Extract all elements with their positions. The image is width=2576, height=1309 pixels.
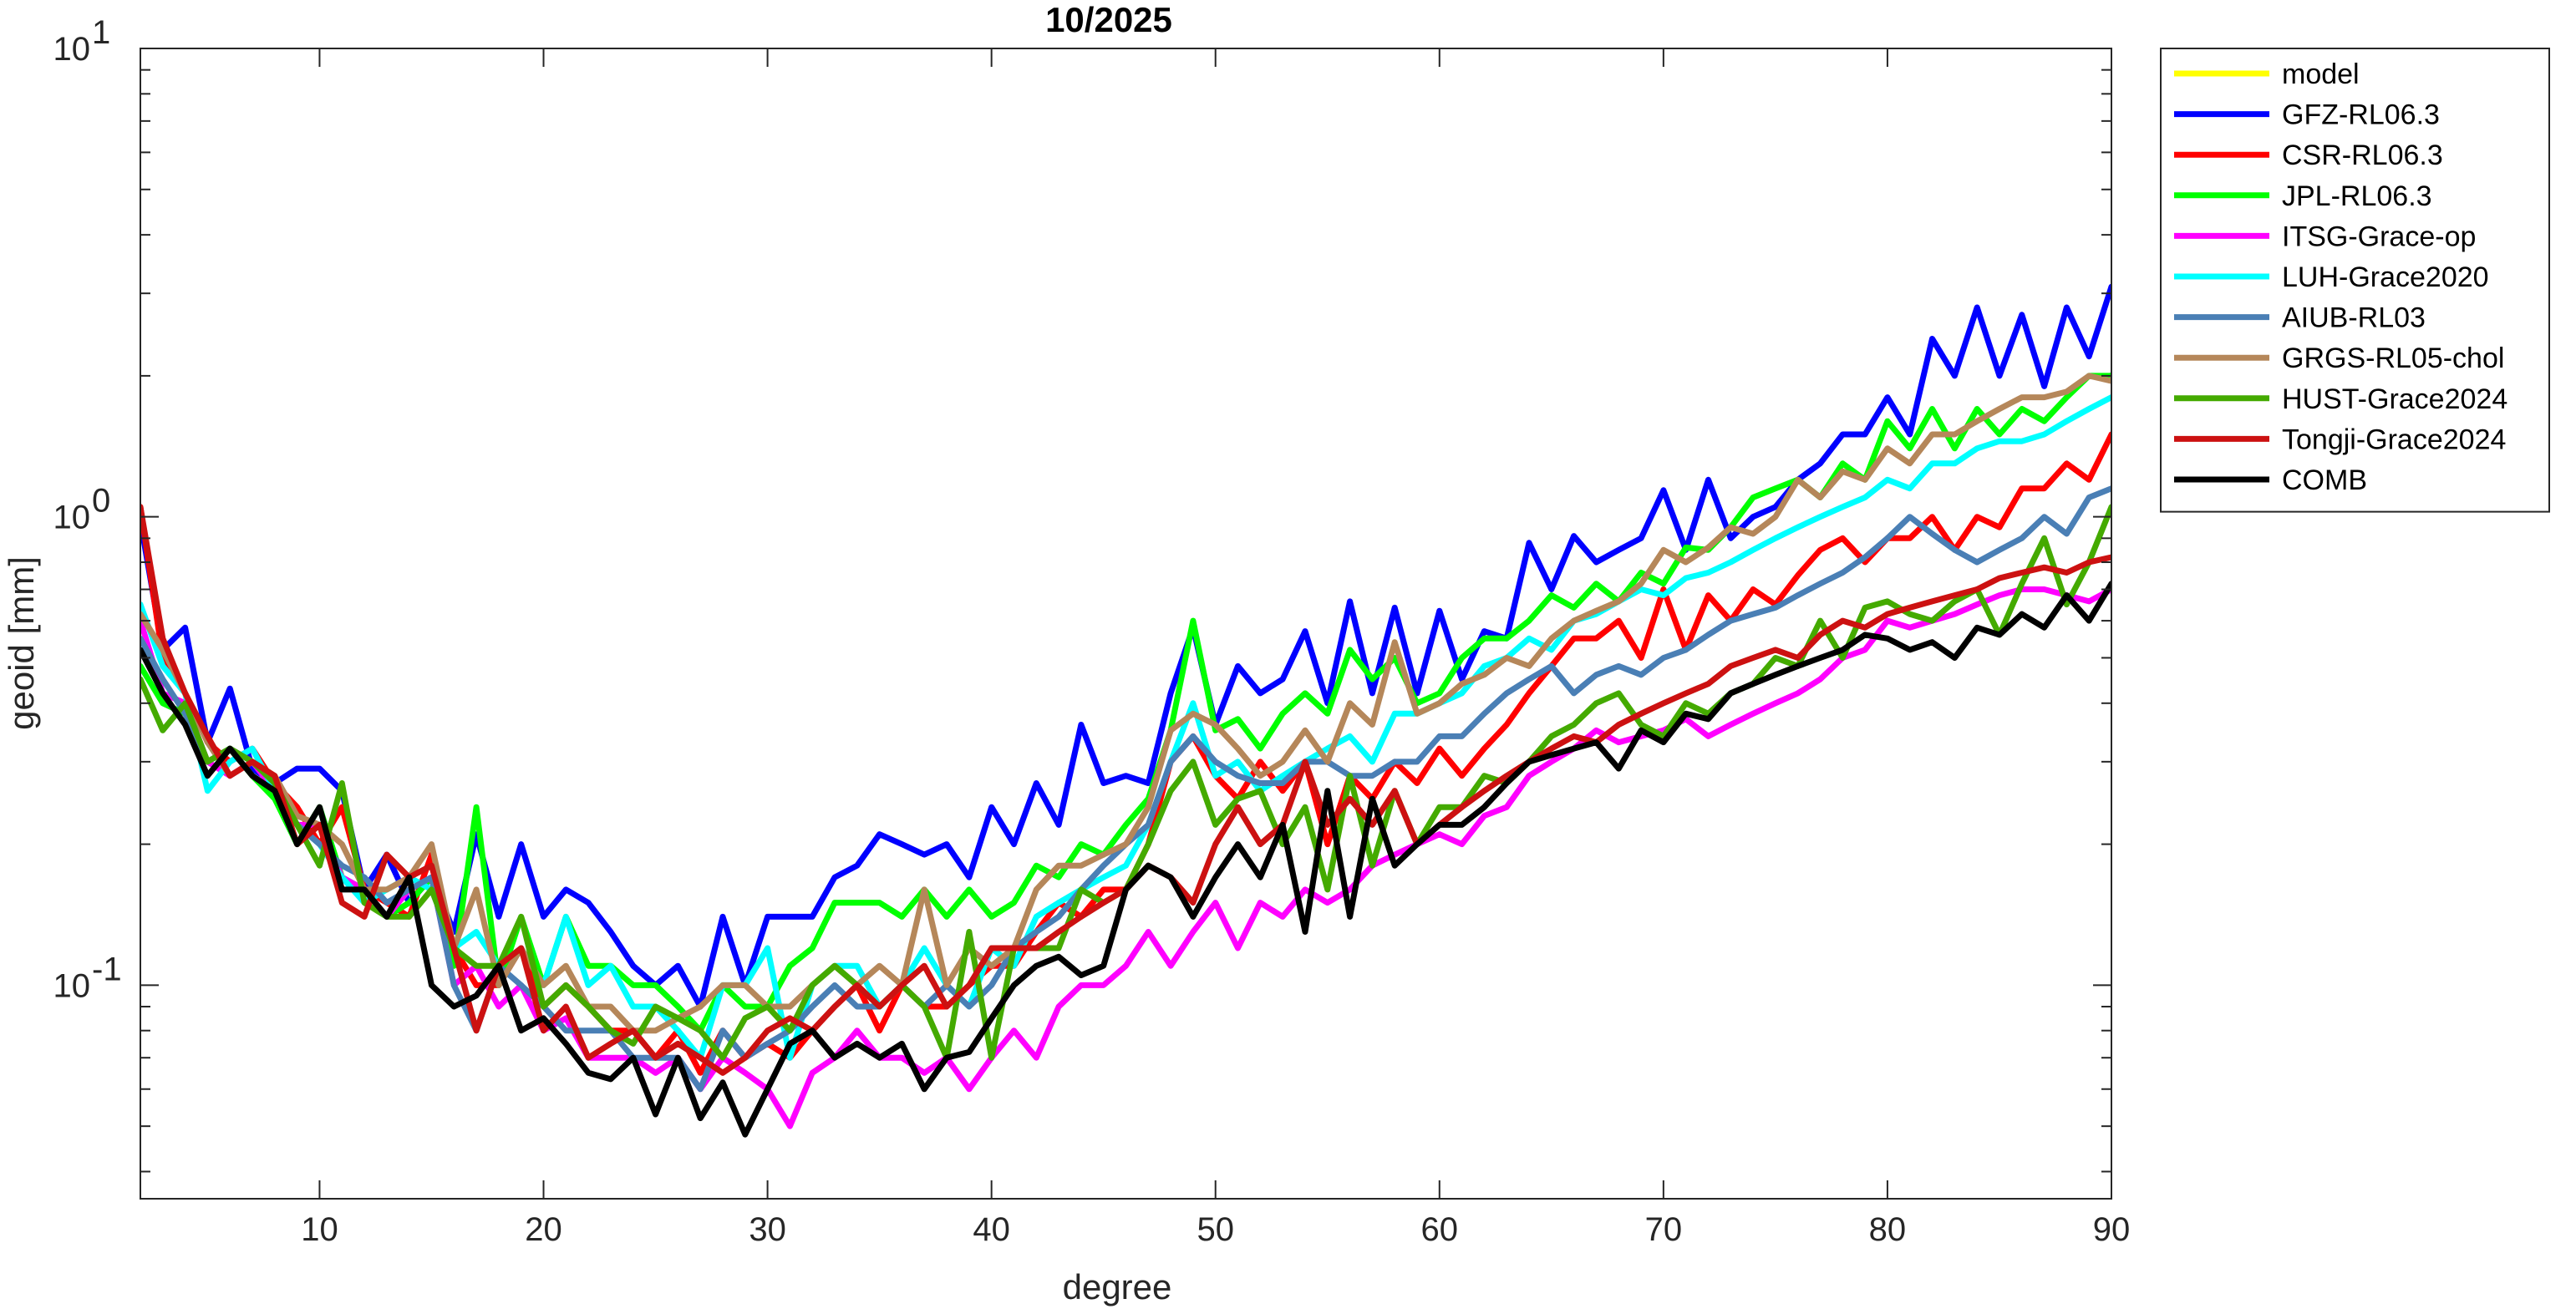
y-tick-exponent: -1 xyxy=(92,951,122,987)
axes-box xyxy=(140,48,2112,1200)
series-layer xyxy=(140,283,2111,1138)
x-axis-title: degree xyxy=(1063,1267,1172,1306)
legend-label-hust-grace2024: HUST-Grace2024 xyxy=(2282,383,2507,415)
legend-label-jpl-rl06-3: JPL-RL06.3 xyxy=(2282,180,2432,212)
legend-label-grgs-rl05-chol: GRGS-RL05-chol xyxy=(2282,342,2504,374)
legend-label-itsg-grace-op: ITSG-Grace-op xyxy=(2282,221,2476,252)
x-tick-label: 50 xyxy=(1197,1211,1234,1248)
series-line-grgs-rl05-chol xyxy=(140,373,2111,1034)
y-tick-exponent: 0 xyxy=(92,483,110,520)
series-group xyxy=(140,283,2111,1138)
legend-label-aiub-rl03: AIUB-RL03 xyxy=(2282,302,2426,334)
legend-label-luh-grace2020: LUH-Grace2020 xyxy=(2282,261,2489,293)
legend-label-csr-rl06-3: CSR-RL06.3 xyxy=(2282,140,2443,171)
y-tick-exponent: 1 xyxy=(92,14,110,51)
y-tick-label: 10 xyxy=(53,31,91,68)
y-axis-title: geoid [mm] xyxy=(2,556,41,730)
legend-label-gfz-rl06-3: GFZ-RL06.3 xyxy=(2282,99,2440,131)
legend: model GFZ-RL06.3 CSR-RL06.3 JPL-RL06.3 ITSG-… xyxy=(2160,48,2550,513)
series-line-comb xyxy=(140,581,2111,1138)
chart-title: 10/2025 xyxy=(1045,0,1172,39)
x-tick-label: 70 xyxy=(1645,1211,1683,1248)
x-tick-label: 90 xyxy=(2093,1211,2131,1248)
x-tick-label: 60 xyxy=(1421,1211,1459,1248)
x-tick-label: 40 xyxy=(973,1211,1010,1248)
y-tick-label: 10 xyxy=(53,967,91,1004)
legend-box xyxy=(2160,48,2550,513)
x-tick-label: 10 xyxy=(301,1211,338,1248)
legend-label-comb: COMB xyxy=(2282,464,2367,496)
legend-label-tongji-grace2024: Tongji-Grace2024 xyxy=(2282,424,2506,455)
x-tick-label: 80 xyxy=(1869,1211,1907,1248)
y-tick-label: 10 xyxy=(53,500,91,536)
legend-label-model: model xyxy=(2282,58,2360,90)
x-tick-label: 20 xyxy=(525,1211,562,1248)
x-tick-label: 30 xyxy=(749,1211,786,1248)
